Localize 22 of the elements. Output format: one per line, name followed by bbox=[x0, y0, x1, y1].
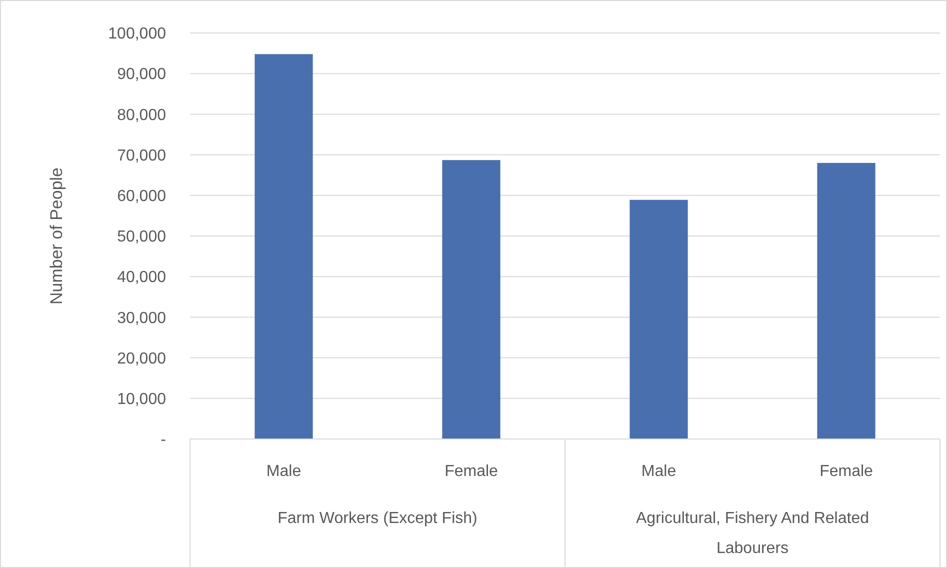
bar bbox=[442, 160, 500, 439]
y-axis-title: Number of People bbox=[47, 167, 66, 305]
y-tick-label: 40,000 bbox=[117, 269, 166, 286]
y-tick-label: 100,000 bbox=[108, 26, 166, 43]
text: Agricultural, Fishery And Related Labourers bbox=[636, 510, 869, 557]
y-tick-label: 70,000 bbox=[117, 147, 166, 164]
bar bbox=[254, 54, 313, 439]
text: Farm Workers (Except Fish) bbox=[278, 510, 478, 527]
x-tick-label: Male bbox=[266, 463, 302, 480]
x-tick-label: Female bbox=[820, 463, 874, 480]
y-tick-label: 30,000 bbox=[117, 310, 166, 327]
y-tick-label: - bbox=[160, 432, 166, 449]
bar bbox=[817, 162, 876, 439]
y-tick-label: 10,000 bbox=[117, 391, 166, 408]
y-tick-label: 80,000 bbox=[117, 106, 166, 124]
y-tick-label: 20,000 bbox=[117, 350, 166, 368]
y-tick-label: 50,000 bbox=[117, 228, 166, 246]
bar bbox=[630, 200, 688, 439]
y-tick-label: 60,000 bbox=[117, 188, 166, 205]
y-tick-label: 90,000 bbox=[117, 66, 166, 84]
x-tick-label: Female bbox=[444, 463, 498, 480]
x-tick-label: Male bbox=[641, 463, 676, 480]
